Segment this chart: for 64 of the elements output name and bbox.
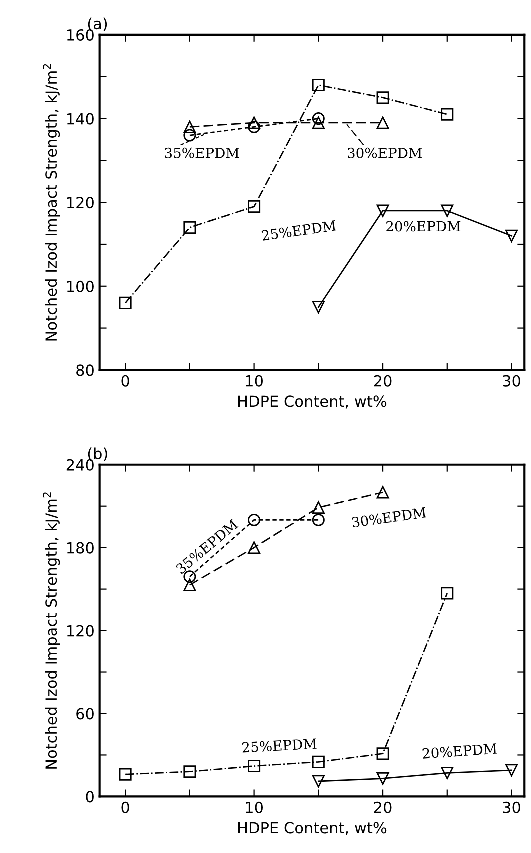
y-axis-title: Notched Izod Impact Strength, kJ/m$^{2}$ — [43, 492, 60, 769]
y-tick-label: 60 — [76, 708, 94, 720]
chart-title: (a) — [88, 18, 108, 32]
y-tick-label: 120 — [67, 197, 94, 209]
x-tick-label: 30 — [503, 375, 520, 387]
point — [312, 775, 325, 788]
x-tick-label: 20 — [374, 375, 392, 387]
series-label: 20%EPDM — [386, 221, 461, 232]
y-tick-label: 120 — [67, 625, 94, 637]
legend-label: 30%EPDM — [348, 148, 422, 158]
point — [376, 772, 390, 785]
point — [441, 204, 454, 218]
series-label: 25%EPDM — [242, 738, 317, 753]
x-tick-label: 10 — [246, 802, 264, 814]
legend-label: 35%EPDM — [165, 148, 240, 158]
point — [312, 116, 325, 130]
point — [248, 514, 261, 526]
point — [376, 204, 390, 218]
y-tick-label: 180 — [67, 542, 94, 554]
point — [248, 542, 261, 554]
x-tick-label: 10 — [246, 375, 264, 387]
x-tick-label: 30 — [503, 802, 520, 814]
point — [506, 764, 518, 777]
point — [119, 296, 132, 310]
point — [376, 92, 390, 104]
point — [312, 112, 325, 126]
x-tick-label: 0 — [122, 802, 130, 814]
point — [119, 768, 132, 781]
point — [184, 578, 196, 592]
point — [441, 766, 454, 780]
x-axis-title: HDPE Content, wt% — [238, 822, 387, 836]
point — [376, 486, 390, 499]
y-tick-label: 240 — [66, 459, 94, 471]
point — [312, 501, 325, 514]
point — [376, 116, 390, 130]
point — [312, 756, 325, 768]
chart-title: (b) — [88, 448, 108, 462]
text: 30%EPDM — [352, 507, 427, 528]
point — [312, 301, 325, 314]
point — [441, 587, 454, 600]
y-tick-label: 80 — [76, 364, 94, 376]
y-tick-label: 160 — [67, 29, 94, 41]
point — [184, 221, 196, 234]
point — [184, 129, 196, 142]
point — [376, 748, 390, 760]
y-tick-label: 140 — [67, 113, 94, 125]
x-tick-label: 0 — [122, 375, 130, 387]
point — [248, 120, 261, 134]
x-tick-label: 20 — [374, 802, 392, 814]
point — [184, 120, 196, 134]
point — [248, 760, 261, 773]
point — [312, 79, 325, 92]
point — [312, 514, 325, 526]
point — [184, 766, 196, 778]
point — [506, 230, 518, 242]
legend-label: 20%EPDM — [422, 743, 498, 760]
point — [441, 108, 454, 121]
text: 25%EPDM — [262, 220, 337, 242]
point — [248, 116, 261, 130]
y-tick-label: 0 — [86, 791, 94, 803]
x-axis-title: HDPE Content, wt% — [238, 396, 387, 409]
y-axis-title: Notched Izod Impact Strength, kJ/m$^{2}$ — [43, 64, 60, 341]
point — [248, 200, 261, 214]
y-tick-label: 100 — [67, 280, 94, 292]
